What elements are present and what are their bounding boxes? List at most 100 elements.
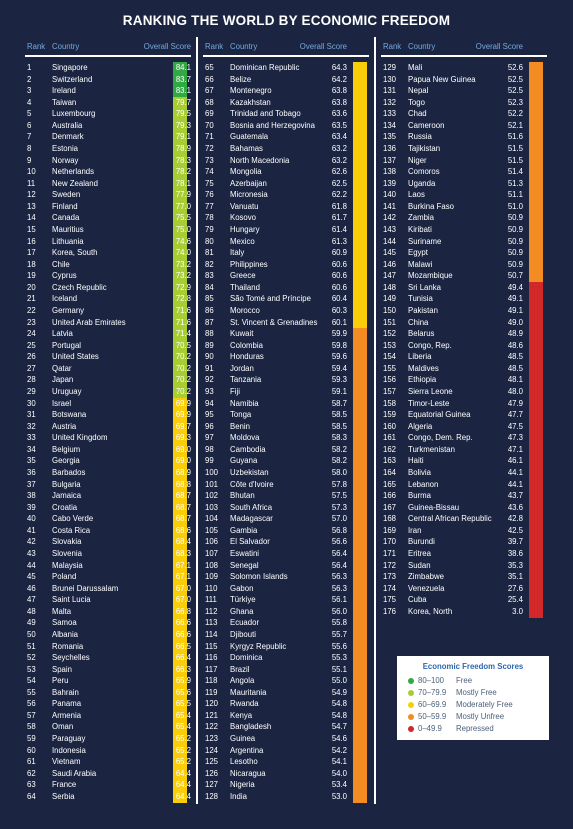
row-country: Vanuatu [230,201,259,211]
table-row: 74 Mongolia 62.6 [203,166,369,178]
score-color-bar [529,316,543,329]
row-rank: 147 [383,271,397,281]
table-row: 36 Barbados 68.9 [25,467,191,479]
row-country: Namibia [230,398,259,408]
legend-label: Mostly Unfree [456,712,505,721]
row-score: 52.3 [507,97,523,107]
score-color-bar [353,316,367,329]
row-country: El Salvador [230,537,270,547]
legend-range: 50–59.9 [418,712,447,721]
row-country: Kenya [230,710,253,720]
table-row: 145 Egypt 50.9 [381,247,547,259]
row-country: St. Vincent & Grenadines [230,317,318,327]
row-rank: 112 [205,606,218,616]
table-row: 133 Chad 52.2 [381,108,547,120]
score-color-bar [353,362,367,375]
score-color-bar [353,767,367,780]
table-row: 157 Sierra Leone 48.0 [381,386,547,398]
row-rank: 28 [27,375,36,385]
row-score: 70.2 [175,363,191,373]
table-row: 25 Portugal 70.5 [25,340,191,352]
table-row: 48 Malta 66.8 [25,606,191,618]
table-row: 14 Canada 75.5 [25,212,191,224]
row-country: Romania [52,641,84,651]
row-country: Hungary [230,224,260,234]
row-score: 57.3 [331,502,347,512]
row-country: Kuwait [230,329,254,339]
score-color-bar [353,790,367,804]
row-rank: 137 [383,155,397,165]
score-color-bar [353,721,367,734]
score-color-bar [353,663,367,676]
score-color-bar [173,304,187,318]
score-color-bar [353,652,367,665]
row-rank: 167 [383,502,397,512]
row-country: Kosovo [230,213,257,223]
score-color-bar [529,513,543,526]
row-score: 51.5 [507,155,523,165]
table-row: 162 Turkmenistan 47.1 [381,444,547,456]
table-row: 76 Micronesia 62.2 [203,189,369,201]
score-color-bar [173,316,187,329]
row-country: Netherlands [52,167,95,177]
score-color-bar [173,328,187,341]
row-rank: 122 [205,722,219,732]
row-country: Canada [52,213,80,223]
table-row: 140 Laos 51.1 [381,189,547,201]
score-color-bar [173,420,187,433]
table-row: 159 Equatorial Guinea 47.7 [381,409,547,421]
row-rank: 29 [27,386,36,396]
row-rank: 142 [383,213,397,223]
table-row: 56 Panama 65.5 [25,698,191,710]
row-rank: 105 [205,525,219,535]
row-score: 38.6 [507,548,523,558]
row-score: 35.3 [507,560,523,570]
table-row: 141 Burkina Faso 51.0 [381,201,547,213]
table-row: 114 Djibouti 55.7 [203,629,369,641]
row-country: Fiji [230,386,240,396]
row-rank: 38 [27,491,36,501]
row-score: 61.3 [331,236,347,246]
score-color-bar [173,200,187,213]
table-row: 136 Tajikistan 51.5 [381,143,547,155]
table-row: 80 Mexico 61.3 [203,236,369,248]
row-country: Barbados [52,467,86,477]
table-row: 2 Switzerland 83.7 [25,74,191,86]
row-rank: 104 [205,514,219,524]
row-rank: 11 [27,178,36,188]
row-score: 62.2 [331,190,347,200]
row-country: Cyprus [52,271,77,281]
row-rank: 114 [205,629,218,639]
row-score: 50.9 [507,248,523,258]
row-rank: 54 [27,676,36,686]
score-color-bar [529,328,543,341]
row-rank: 44 [27,560,36,570]
row-country: Belarus [408,329,435,339]
row-score: 49.4 [507,282,523,292]
row-country: Trinidad and Tobago [230,109,301,119]
row-score: 44.1 [507,479,523,489]
row-score: 65.9 [175,676,191,686]
row-country: Micronesia [230,190,268,200]
row-country: Mozambique [408,271,453,281]
row-score: 47.1 [507,444,523,454]
row-score: 65.4 [175,722,191,732]
score-color-bar [529,247,543,260]
table-row: 108 Senegal 56.4 [203,560,369,572]
row-score: 39.7 [507,537,523,547]
score-color-bar [353,189,367,202]
score-color-bar [529,443,543,456]
row-country: Cabo Verde [52,514,94,524]
row-score: 49.0 [507,317,523,327]
row-country: Kyrgyz Republic [230,641,287,651]
table-row: 50 Albania 66.6 [25,629,191,641]
row-score: 59.8 [331,340,347,350]
score-color-bar [353,686,367,699]
row-country: Serbia [52,791,75,801]
row-country: Ethiopia [408,375,437,385]
score-color-bar [353,142,367,156]
table-row: 99 Guyana 58.2 [203,455,369,467]
score-color-bar [353,709,367,723]
row-rank: 46 [27,583,36,593]
row-score: 47.3 [507,433,523,443]
